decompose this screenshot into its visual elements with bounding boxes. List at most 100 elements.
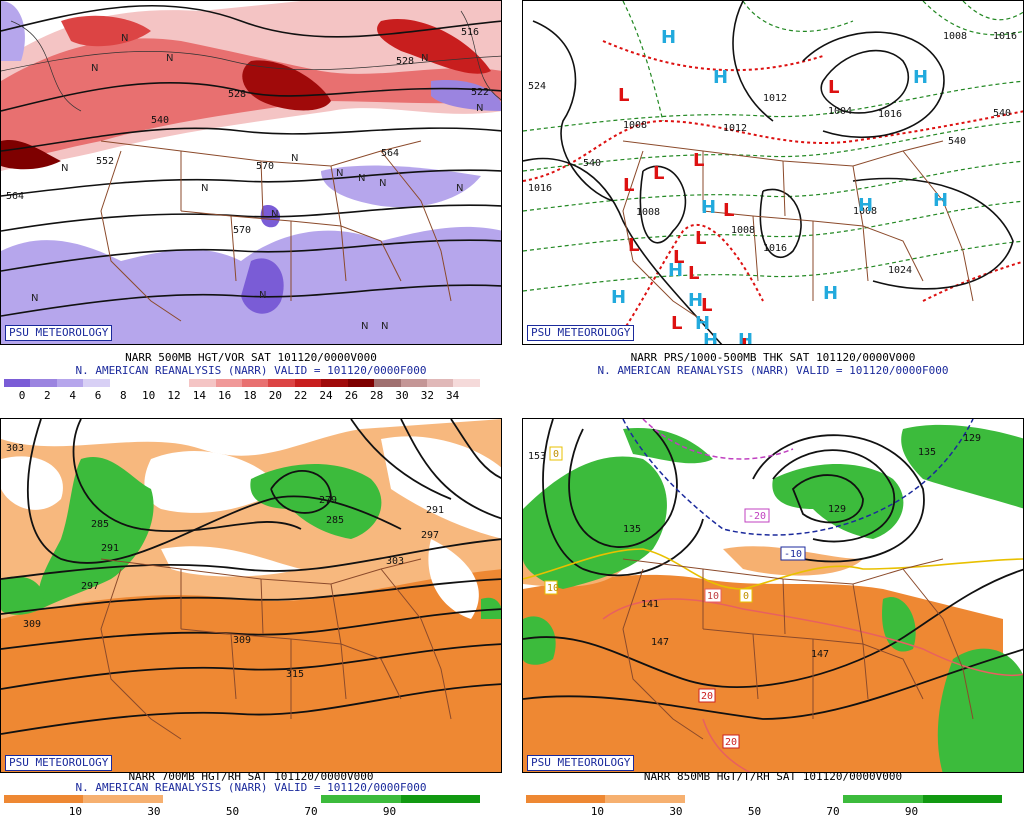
colorbar-swatch xyxy=(803,795,844,803)
colorbar-swatch xyxy=(605,795,646,803)
map-700mb-rh[interactable]: 303 285 291 297 279 285 291 297 303 309 … xyxy=(0,418,502,773)
svg-text:1008: 1008 xyxy=(943,31,967,42)
colorbar-swatch xyxy=(883,795,923,803)
low-pressure-markers: L L L L L L L L L L L L L xyxy=(618,77,839,344)
colorbar-swatch xyxy=(843,795,884,803)
colorbar-tick: 30 xyxy=(669,805,683,818)
psu-badge: PSU METEOROLOGY xyxy=(5,325,113,341)
svg-text:L: L xyxy=(828,77,839,98)
colorbar-swatch xyxy=(109,379,137,387)
colorbar-swatch xyxy=(400,795,441,803)
colorbar-swatch xyxy=(189,379,216,387)
svg-text:N: N xyxy=(259,290,266,301)
svg-text:N: N xyxy=(456,183,463,194)
caption-title: NARR PRS/1000-500MB THK SAT 101120/0000V… xyxy=(630,351,916,364)
colorbar-swatch xyxy=(565,795,606,803)
colorbar-tick: 12 xyxy=(167,389,181,402)
colorbar-tick: 28 xyxy=(370,389,384,402)
colorbar-tick: 10 xyxy=(142,389,156,402)
colorbar-swatch xyxy=(136,379,163,387)
map-slp-thickness[interactable]: 1008 1012 1016 1008 1004 1008 1008 1016 … xyxy=(522,0,1024,345)
colorbar-tick: 18 xyxy=(243,389,257,402)
svg-text:H: H xyxy=(858,195,873,216)
svg-text:540: 540 xyxy=(583,158,601,169)
contour-labels-700: 303 285 291 297 279 285 291 297 303 309 … xyxy=(6,443,444,680)
colorbar-swatch xyxy=(440,795,481,803)
colorbar-rh xyxy=(4,795,481,803)
svg-text:H: H xyxy=(668,260,683,281)
svg-text:H: H xyxy=(713,67,728,88)
colorbar-swatch xyxy=(361,795,401,803)
colorbar-tick: 4 xyxy=(69,389,76,402)
svg-text:L: L xyxy=(673,247,684,268)
svg-text:N: N xyxy=(31,293,38,304)
svg-text:1008: 1008 xyxy=(623,120,647,131)
colorbar-ticks: 10 30 50 70 90 xyxy=(526,805,1002,819)
svg-text:H: H xyxy=(695,313,710,334)
colorbar-swatch xyxy=(123,795,163,803)
colorbar-swatch xyxy=(684,795,725,803)
svg-text:524: 524 xyxy=(528,81,546,92)
colorbar-swatch xyxy=(427,379,454,387)
colorbar-tick: 32 xyxy=(420,389,434,402)
svg-text:0: 0 xyxy=(743,591,749,602)
svg-text:L: L xyxy=(671,313,682,334)
pressure-labels: 1008 1012 1016 1008 1004 1008 1008 1016 … xyxy=(528,31,1017,276)
colorbar-swatch xyxy=(215,379,242,387)
svg-text:516: 516 xyxy=(461,27,479,38)
svg-text:10: 10 xyxy=(547,583,559,594)
psu-badge: PSU METEOROLOGY xyxy=(527,755,635,771)
svg-text:L: L xyxy=(618,85,629,106)
map-500mb-vorticity[interactable]: 528 540 552 564 570 516 522 528 570 564 … xyxy=(0,0,502,345)
caption-title: NARR 700MB HGT/RH SAT 101120/0000V000 xyxy=(128,770,374,783)
svg-text:135: 135 xyxy=(918,447,936,458)
caption-subtitle: N. AMERICAN REANALYSIS (NARR) VALID = 10… xyxy=(75,364,427,377)
colorbar-swatch xyxy=(43,795,84,803)
svg-text:1024: 1024 xyxy=(888,265,912,276)
svg-text:N: N xyxy=(291,153,298,164)
svg-text:N: N xyxy=(121,33,128,44)
caption-subtitle: N. AMERICAN REANALYSIS (NARR) VALID = 10… xyxy=(75,781,427,794)
colorbar-rh xyxy=(526,795,1003,803)
svg-text:279: 279 xyxy=(319,495,337,506)
colorbar-swatch xyxy=(645,795,685,803)
colorbar-swatch xyxy=(321,379,348,387)
svg-text:1016: 1016 xyxy=(763,243,787,254)
map-850mb-temp-rh[interactable]: 153 135 129 147 141 147 153 135 129 0 -1… xyxy=(522,418,1024,773)
colorbar-tick: 70 xyxy=(826,805,840,818)
thickness-labels: 540 540 540 524 xyxy=(528,81,1011,169)
colorbar-tick: 22 xyxy=(294,389,308,402)
svg-text:285: 285 xyxy=(326,515,344,526)
colorbar-swatch xyxy=(453,379,480,387)
svg-text:1016: 1016 xyxy=(993,31,1017,42)
panel-slp-thickness: 1008 1012 1016 1008 1004 1008 1008 1016 … xyxy=(522,0,1024,405)
svg-text:H: H xyxy=(933,190,948,211)
svg-text:153: 153 xyxy=(528,451,546,462)
svg-text:129: 129 xyxy=(963,433,981,444)
svg-text:528: 528 xyxy=(228,89,246,100)
svg-text:0: 0 xyxy=(553,449,559,460)
svg-text:L: L xyxy=(693,150,704,171)
svg-text:N: N xyxy=(421,53,428,64)
svg-text:564: 564 xyxy=(6,191,24,202)
svg-text:N: N xyxy=(379,178,386,189)
colorbar-tick: 24 xyxy=(319,389,333,402)
panel-500mb: 528 540 552 564 570 516 522 528 570 564 … xyxy=(0,0,502,405)
svg-text:540: 540 xyxy=(151,115,169,126)
svg-text:552: 552 xyxy=(96,156,114,167)
colorbar-tick: 50 xyxy=(747,805,762,818)
colorbar-swatch xyxy=(321,795,362,803)
svg-text:L: L xyxy=(623,175,634,196)
colorbar-swatch xyxy=(764,795,804,803)
svg-text:-20: -20 xyxy=(748,511,766,522)
colorbar-swatch xyxy=(242,795,282,803)
svg-text:H: H xyxy=(611,287,626,308)
svg-text:20: 20 xyxy=(725,737,737,748)
colorbar-swatch xyxy=(83,795,124,803)
colorbar-tick: 34 xyxy=(446,389,460,402)
panel-850mb: 153 135 129 147 141 147 153 135 129 0 -1… xyxy=(522,418,1024,823)
svg-text:H: H xyxy=(738,330,753,345)
svg-text:N: N xyxy=(336,168,343,179)
colorbar-tick: 0 xyxy=(18,389,26,402)
svg-text:L: L xyxy=(701,295,712,316)
